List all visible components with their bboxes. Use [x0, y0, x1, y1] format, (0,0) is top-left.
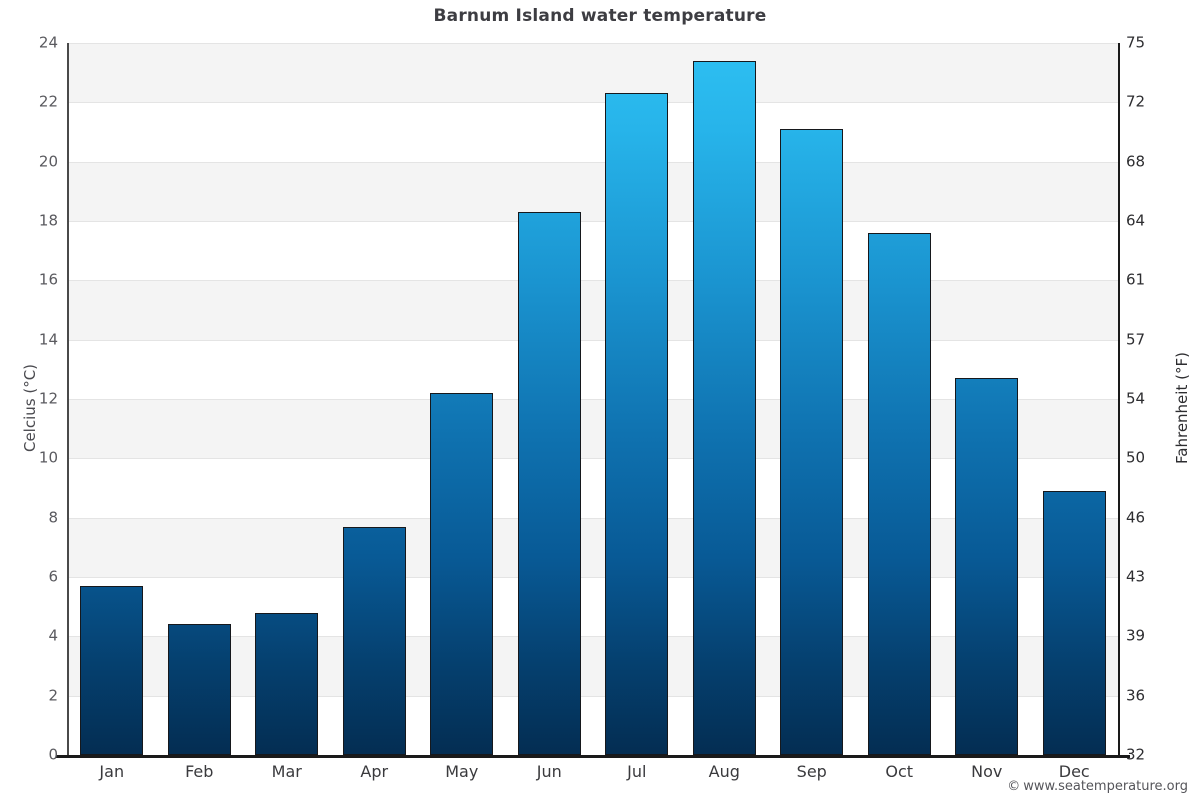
- bar-may: [430, 393, 494, 755]
- right-tick-label: 57: [1126, 330, 1146, 349]
- gridline: [68, 636, 1118, 637]
- right-tick-label: 32: [1126, 745, 1146, 764]
- left-tick-label: 8: [48, 508, 58, 527]
- right-tick-label: 50: [1126, 448, 1146, 467]
- bar-aug: [692, 60, 756, 755]
- credit-url: www.seatemperature.org: [1023, 779, 1188, 794]
- chart-title: Barnum Island water temperature: [433, 6, 767, 26]
- gridline: [68, 340, 1118, 341]
- right-tick-label: 46: [1126, 508, 1146, 527]
- bar-jul: [605, 93, 669, 755]
- left-axis-title: Celcius (°C): [21, 363, 39, 453]
- gridline: [68, 577, 1118, 578]
- bar-apr: [342, 526, 406, 755]
- gridline: [68, 399, 1118, 400]
- x-tick-label-aug: Aug: [708, 762, 740, 781]
- x-tick-label-jan: Jan: [99, 762, 125, 781]
- footer-credit: © www.seatemperature.org: [1007, 779, 1188, 794]
- left-tick-label: 6: [48, 567, 58, 586]
- bar-jun: [517, 212, 581, 755]
- x-tick-label-apr: Apr: [360, 762, 389, 781]
- x-tick-label-sep: Sep: [796, 762, 827, 781]
- left-tick-label: 12: [38, 389, 58, 408]
- left-tick-label: 22: [38, 92, 58, 111]
- right-tick-label: 39: [1126, 626, 1146, 645]
- background-band: [68, 636, 1118, 696]
- bar-dec: [1042, 490, 1106, 755]
- bar-jan: [80, 585, 144, 755]
- right-tick-label: 61: [1126, 270, 1146, 289]
- bar-mar: [255, 612, 319, 755]
- right-axis-title: Fahrenheit (°F): [1173, 352, 1191, 464]
- gridline: [68, 696, 1118, 697]
- left-axis-spine: [67, 43, 69, 756]
- left-tick-label: 18: [38, 211, 58, 230]
- background-band: [68, 517, 1118, 577]
- left-tick-label: 2: [48, 686, 58, 705]
- left-tick-label: 4: [48, 626, 58, 645]
- gridline: [68, 43, 1118, 44]
- right-tick-label: 54: [1126, 389, 1146, 408]
- bar-series: [68, 43, 1118, 755]
- background-band: [68, 43, 1118, 103]
- gridline: [68, 102, 1118, 103]
- bar-oct: [867, 232, 931, 755]
- left-tick-label: 24: [38, 33, 58, 52]
- bar-sep: [780, 129, 844, 755]
- x-tick-label-jul: Jul: [627, 762, 647, 781]
- gridline: [68, 518, 1118, 519]
- right-tick-label: 72: [1126, 92, 1146, 111]
- right-axis-spine: [1118, 43, 1120, 756]
- left-tick-label: 20: [38, 152, 58, 171]
- x-tick-label-mar: Mar: [271, 762, 302, 781]
- bottom-axis-spine: [56, 755, 1130, 758]
- right-tick-label: 36: [1126, 686, 1146, 705]
- left-tick-label: 10: [38, 448, 58, 467]
- x-tick-label-oct: Oct: [885, 762, 914, 781]
- left-tick-label: 0: [48, 745, 58, 764]
- x-tick-label-nov: Nov: [971, 762, 1003, 781]
- x-tick-label-dec: Dec: [1058, 762, 1090, 781]
- right-tick-label: 64: [1126, 211, 1146, 230]
- plot-area: [68, 43, 1118, 756]
- left-tick-label: 16: [38, 270, 58, 289]
- bar-nov: [955, 378, 1019, 755]
- background-bands: [68, 43, 1118, 755]
- right-tick-label: 68: [1126, 152, 1146, 171]
- gridline: [68, 458, 1118, 459]
- copyright-icon: ©: [1007, 779, 1021, 794]
- right-tick-label: 43: [1126, 567, 1146, 586]
- x-tick-label-feb: Feb: [185, 762, 214, 781]
- right-tick-label: 75: [1126, 33, 1146, 52]
- bar-feb: [167, 624, 231, 755]
- x-tick-label-may: May: [445, 762, 479, 781]
- gridline: [68, 162, 1118, 163]
- background-band: [68, 161, 1118, 221]
- gridline: [68, 280, 1118, 281]
- x-tick-label-jun: Jun: [536, 762, 562, 781]
- background-band: [68, 399, 1118, 459]
- left-tick-label: 14: [38, 330, 58, 349]
- gridline: [68, 221, 1118, 222]
- background-band: [68, 280, 1118, 340]
